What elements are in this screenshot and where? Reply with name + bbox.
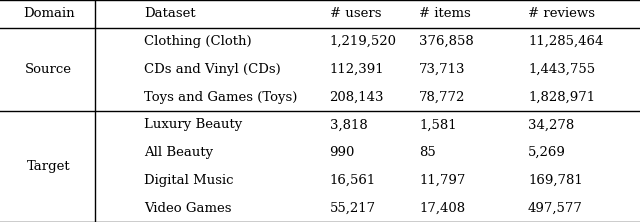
Text: 1,443,755: 1,443,755 [528, 63, 595, 76]
Text: 17,408: 17,408 [419, 202, 465, 215]
Text: Video Games: Video Games [144, 202, 232, 215]
Text: 1,219,520: 1,219,520 [330, 35, 397, 48]
Text: Source: Source [25, 63, 72, 76]
Text: Dataset: Dataset [144, 7, 196, 20]
Text: 1,581: 1,581 [419, 118, 457, 131]
Text: CDs and Vinyl (CDs): CDs and Vinyl (CDs) [144, 63, 281, 76]
Text: 16,561: 16,561 [330, 174, 376, 187]
Text: 3,818: 3,818 [330, 118, 367, 131]
Text: 990: 990 [330, 146, 355, 159]
Text: 497,577: 497,577 [528, 202, 583, 215]
Text: # reviews: # reviews [528, 7, 595, 20]
Text: All Beauty: All Beauty [144, 146, 213, 159]
Text: 169,781: 169,781 [528, 174, 583, 187]
Text: 112,391: 112,391 [330, 63, 384, 76]
Text: 34,278: 34,278 [528, 118, 574, 131]
Text: Luxury Beauty: Luxury Beauty [144, 118, 243, 131]
Text: Toys and Games (Toys): Toys and Games (Toys) [144, 91, 298, 104]
Text: Target: Target [27, 160, 70, 173]
Text: Digital Music: Digital Music [144, 174, 234, 187]
Text: 376,858: 376,858 [419, 35, 474, 48]
Text: 11,797: 11,797 [419, 174, 465, 187]
Text: # items: # items [419, 7, 471, 20]
Text: 208,143: 208,143 [330, 91, 384, 104]
Text: 73,713: 73,713 [419, 63, 466, 76]
Text: 5,269: 5,269 [528, 146, 566, 159]
Text: # users: # users [330, 7, 381, 20]
Text: 55,217: 55,217 [330, 202, 376, 215]
Text: 78,772: 78,772 [419, 91, 465, 104]
Text: Domain: Domain [23, 7, 74, 20]
Text: 11,285,464: 11,285,464 [528, 35, 604, 48]
Text: Clothing (Cloth): Clothing (Cloth) [144, 35, 252, 48]
Text: 1,828,971: 1,828,971 [528, 91, 595, 104]
Text: 85: 85 [419, 146, 436, 159]
